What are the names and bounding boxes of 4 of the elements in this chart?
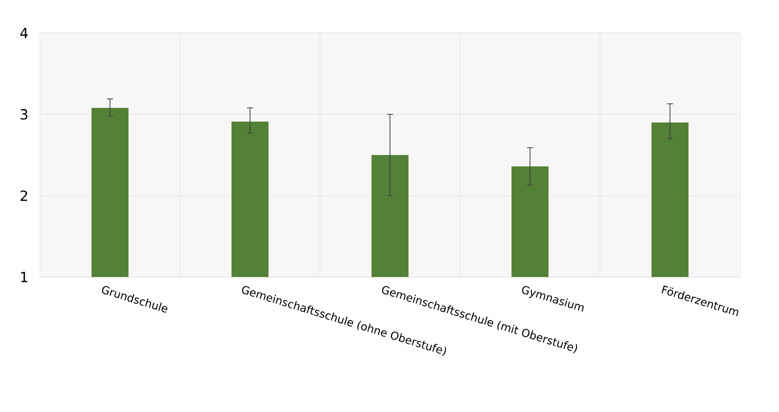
y-tick-label: 3 — [20, 109, 28, 120]
y-tick-label: 4 — [20, 28, 28, 38]
y-tick-label: 1 — [21, 272, 28, 282]
y-tick-label: 2 — [20, 190, 28, 201]
